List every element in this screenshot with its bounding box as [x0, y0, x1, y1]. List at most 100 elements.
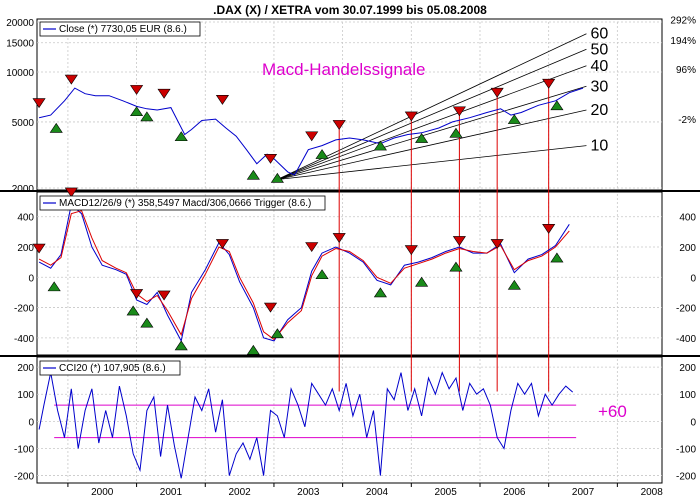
cci-legend: CCI20 (*) 107,905 (8.6.) — [59, 363, 166, 374]
signal-vertical-lines — [338, 83, 550, 392]
buy-signal-marker — [315, 269, 329, 280]
buy-signal-marker — [449, 261, 463, 272]
buy-signal-marker — [550, 100, 564, 111]
sell-signal-marker — [64, 74, 78, 85]
price-pct-label: -2% — [678, 115, 696, 126]
buy-signal-marker — [373, 140, 387, 151]
buy-signal-marker — [550, 252, 564, 263]
sell-signal-marker — [32, 243, 46, 254]
sell-signal-marker — [452, 236, 466, 246]
buy-signal-marker — [130, 106, 144, 117]
macd-y-label: -400 — [14, 334, 34, 345]
buy-signal-marker — [415, 276, 429, 287]
sell-signal-marker — [130, 85, 144, 95]
buy-signal-marker — [174, 340, 188, 351]
macd-legend: MACD12/26/9 (*) 358,5497 Macd/306,0666 T… — [59, 198, 311, 209]
buy-signal-marker — [140, 111, 154, 122]
sell-signal-marker — [64, 187, 78, 198]
chart-title: .DAX (X) / XETRA vom 30.07.1999 bis 05.0… — [213, 3, 487, 17]
cci-y-label: 100 — [17, 390, 34, 401]
buy-signal-marker — [49, 122, 63, 133]
cci-y-label: -200 — [14, 472, 34, 483]
cci-y-label: 200 — [17, 363, 34, 374]
sell-signal-marker — [542, 224, 556, 234]
price-y-label: 20000 — [6, 18, 34, 29]
sell-signal-marker — [263, 302, 278, 313]
buy-signal-marker — [174, 131, 188, 142]
fan-label-50: 50 — [590, 41, 608, 58]
sell-signal-marker — [157, 290, 171, 301]
fan-line-40 — [277, 65, 587, 180]
price-y-label: 10000 — [6, 68, 34, 79]
sell-signal-marker — [490, 87, 504, 98]
gridlines — [37, 21, 662, 481]
buy-signal-marker — [507, 279, 521, 290]
price-legend-box — [39, 21, 201, 37]
x-tick-label: 2003 — [297, 487, 320, 498]
x-tick-label: 2008 — [641, 487, 664, 498]
macd-y-label: 0 — [28, 273, 34, 284]
axes: 2000 2001 2002 2003 2004 2005 2006 2007 20082000… — [6, 15, 696, 498]
fan-line-10 — [277, 145, 587, 180]
cci-y-label-right: -200 — [676, 472, 696, 483]
fan-line-60 — [277, 33, 587, 180]
cci-y-label-right: -100 — [676, 444, 696, 455]
buy-signal-marker — [449, 127, 463, 138]
price-y-label: 5000 — [12, 118, 35, 129]
macd-y-label: 400 — [17, 213, 34, 224]
price-legend: Close (*) 7730,05 EUR (8.6.) — [59, 24, 187, 35]
sell-signal-marker — [130, 289, 144, 299]
sell-signal-marker — [305, 242, 319, 253]
macd-line-macd — [38, 203, 570, 343]
macd-y-label: -200 — [14, 304, 34, 315]
price-line — [38, 87, 584, 176]
buy-signal-marker — [373, 287, 387, 298]
buy-signal-marker — [270, 328, 284, 339]
signal-markers — [32, 74, 564, 355]
sell-signal-marker — [452, 106, 466, 117]
cci-line — [38, 371, 574, 479]
macd-y-label-right: -400 — [676, 334, 696, 345]
sell-signal-marker — [332, 233, 346, 243]
buy-signal-marker — [246, 169, 260, 180]
buy-signal-marker — [246, 344, 260, 355]
fan-label-10: 10 — [590, 138, 608, 155]
buy-signal-marker — [507, 114, 521, 124]
buy-signal-marker — [315, 149, 329, 159]
sell-signal-marker — [215, 239, 230, 250]
sell-signal-marker — [157, 88, 171, 99]
series-lines — [38, 87, 584, 479]
macd-legend-box — [39, 195, 326, 211]
sell-signal-marker — [215, 94, 230, 105]
cci-y-label-right: 100 — [679, 390, 696, 401]
buy-signal-marker — [47, 281, 61, 292]
cci-y-label-right: 0 — [690, 417, 696, 428]
macd-y-label: 200 — [17, 243, 34, 254]
macd-y-label-right: -200 — [676, 304, 696, 315]
fan-line-50 — [277, 48, 587, 180]
fan-label-60: 60 — [590, 26, 608, 43]
buy-signal-marker — [270, 172, 284, 183]
sell-signal-marker — [305, 131, 319, 142]
x-tick-label: 2004 — [366, 487, 389, 498]
fan-line-30 — [277, 85, 587, 180]
price-pct-label: 96% — [676, 65, 696, 76]
fan-label-30: 30 — [590, 78, 608, 95]
price-pct-label: 292% — [670, 15, 696, 26]
macd-line-trigger — [38, 210, 570, 341]
sell-signal-marker — [404, 245, 418, 256]
x-tick-label: 2001 — [160, 487, 183, 498]
macd-signals-annotation: Macd-Handelssignale — [262, 60, 425, 79]
buy-signal-marker — [126, 305, 140, 316]
price-y-label: 15000 — [6, 39, 34, 50]
buy-signal-marker — [415, 132, 429, 143]
macd-y-label-right: 400 — [679, 213, 696, 224]
macd-y-label-right: 200 — [679, 243, 696, 254]
sell-signal-marker — [263, 153, 278, 164]
sell-signal-marker — [32, 98, 46, 109]
fan-label-20: 20 — [590, 102, 608, 119]
cci-y-label: 0 — [28, 417, 34, 428]
sell-signal-marker — [542, 78, 556, 89]
x-tick-label: 2005 — [435, 487, 458, 498]
sell-signal-marker — [490, 239, 504, 250]
